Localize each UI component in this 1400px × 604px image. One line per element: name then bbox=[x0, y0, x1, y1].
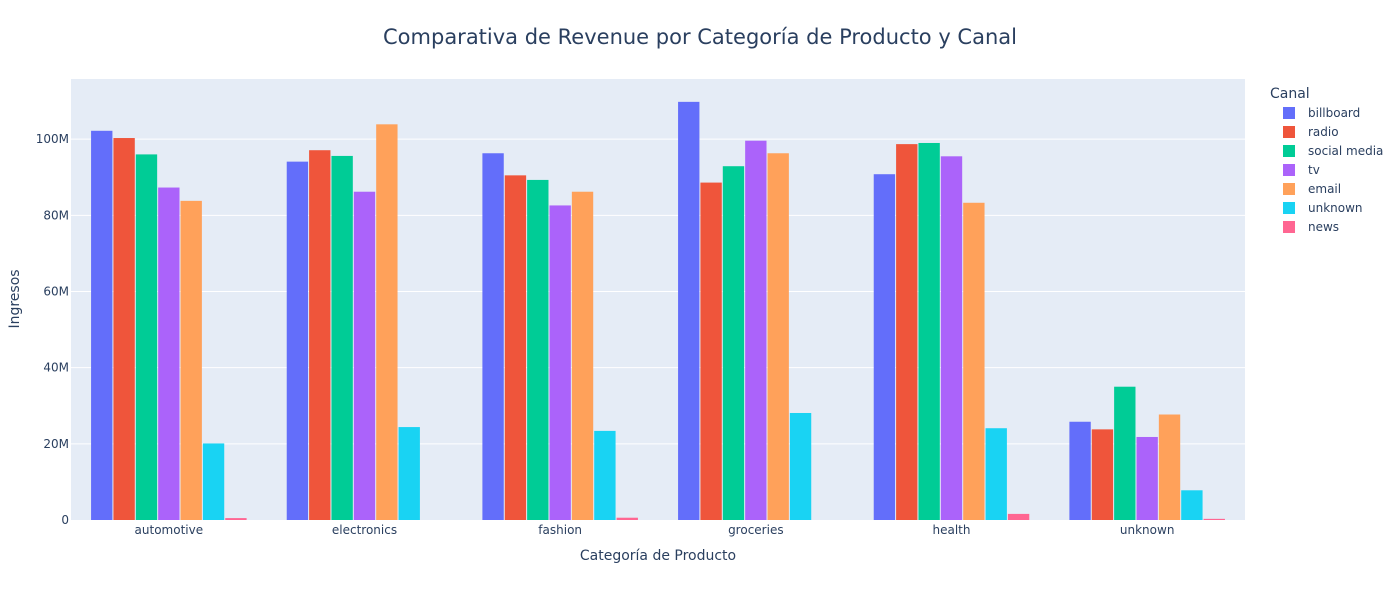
bar-billboard-automotive[interactable] bbox=[91, 130, 113, 521]
legend-title: Canal bbox=[1270, 86, 1310, 102]
bar-unknown-automotive[interactable] bbox=[202, 443, 225, 520]
bar-unknown-fashion[interactable] bbox=[594, 430, 616, 520]
chart-title: Comparativa de Revenue por Categoría de … bbox=[383, 25, 1017, 49]
bar-email-health[interactable] bbox=[963, 202, 985, 521]
bar-tv-groceries[interactable] bbox=[745, 140, 767, 520]
grid-lines bbox=[71, 138, 1245, 445]
x-tick-label: automotive bbox=[135, 523, 204, 537]
y-axis-title: Ingresos bbox=[7, 269, 23, 328]
bar-unknown-unknown[interactable] bbox=[1181, 490, 1203, 520]
bar-email-electronics[interactable] bbox=[376, 124, 398, 520]
bar-news-unknown[interactable] bbox=[1203, 518, 1225, 520]
bars bbox=[91, 101, 1225, 521]
bar-news-fashion[interactable] bbox=[616, 517, 638, 520]
bar-radio-fashion[interactable] bbox=[504, 175, 527, 521]
bar-social-media-automotive[interactable] bbox=[135, 154, 158, 520]
bar-social-media-health[interactable] bbox=[918, 142, 940, 520]
x-tick-label: groceries bbox=[728, 523, 784, 537]
legend-label[interactable]: unknown bbox=[1308, 201, 1363, 215]
legend-label[interactable]: radio bbox=[1308, 125, 1339, 139]
legend-label[interactable]: news bbox=[1308, 220, 1339, 234]
bar-news-automotive[interactable] bbox=[225, 518, 247, 520]
plot-area bbox=[71, 79, 1245, 520]
y-axis-ticks: 0 20M 40M 60M 80M 100M bbox=[36, 132, 69, 527]
legend-swatch[interactable] bbox=[1283, 164, 1295, 176]
bar-news-health[interactable] bbox=[1007, 513, 1030, 520]
bar-radio-health[interactable] bbox=[896, 144, 918, 520]
y-tick-label: 0 bbox=[61, 513, 69, 527]
legend-label[interactable]: tv bbox=[1308, 163, 1320, 177]
bar-billboard-fashion[interactable] bbox=[482, 153, 504, 520]
bar-tv-health[interactable] bbox=[940, 156, 963, 520]
bar-social-media-electronics[interactable] bbox=[331, 155, 353, 520]
bar-radio-unknown[interactable] bbox=[1091, 429, 1114, 520]
legend-swatch[interactable] bbox=[1283, 183, 1295, 195]
bar-unknown-electronics[interactable] bbox=[398, 427, 420, 520]
bar-billboard-health[interactable] bbox=[873, 174, 896, 520]
bar-tv-electronics[interactable] bbox=[353, 191, 376, 520]
legend-label[interactable]: billboard bbox=[1308, 106, 1360, 120]
bar-social-media-groceries[interactable] bbox=[722, 166, 745, 520]
legend-swatch[interactable] bbox=[1283, 145, 1295, 157]
x-tick-label: unknown bbox=[1120, 523, 1175, 537]
x-axis-title: Categoría de Producto bbox=[580, 548, 736, 564]
y-tick-label: 100M bbox=[36, 132, 69, 146]
bar-radio-automotive[interactable] bbox=[113, 138, 135, 520]
y-tick-label: 20M bbox=[43, 437, 69, 451]
legend: Canal billboard radio social media tv email u… bbox=[1270, 86, 1383, 234]
y-tick-label: 40M bbox=[43, 361, 69, 375]
bar-tv-automotive[interactable] bbox=[158, 187, 180, 521]
bar-email-unknown[interactable] bbox=[1158, 414, 1181, 520]
legend-label[interactable]: email bbox=[1308, 182, 1341, 196]
bar-email-fashion[interactable] bbox=[571, 191, 594, 520]
legend-label[interactable]: social media bbox=[1308, 144, 1383, 158]
y-tick-label: 60M bbox=[43, 285, 69, 299]
bar-social-media-fashion[interactable] bbox=[527, 179, 549, 521]
legend-swatch[interactable] bbox=[1283, 221, 1295, 233]
bar-email-groceries[interactable] bbox=[767, 153, 789, 520]
bar-billboard-unknown[interactable] bbox=[1069, 421, 1091, 520]
x-tick-label: fashion bbox=[538, 523, 582, 537]
x-axis-ticks: automotive electronics fashion groceries hea… bbox=[135, 523, 1175, 537]
bar-tv-unknown[interactable] bbox=[1136, 436, 1158, 520]
bar-email-automotive[interactable] bbox=[180, 200, 202, 520]
bar-radio-electronics[interactable] bbox=[309, 150, 331, 520]
y-tick-label: 80M bbox=[43, 208, 69, 222]
legend-swatch[interactable] bbox=[1283, 126, 1295, 138]
bar-billboard-groceries[interactable] bbox=[678, 101, 700, 521]
bar-radio-groceries[interactable] bbox=[700, 182, 722, 520]
x-tick-label: electronics bbox=[332, 523, 397, 537]
bar-unknown-health[interactable] bbox=[985, 428, 1007, 520]
bar-tv-fashion[interactable] bbox=[549, 205, 571, 520]
bar-unknown-groceries[interactable] bbox=[789, 412, 812, 520]
bar-billboard-electronics[interactable] bbox=[286, 161, 309, 520]
bar-social-media-unknown[interactable] bbox=[1114, 386, 1136, 520]
legend-swatch[interactable] bbox=[1283, 202, 1295, 214]
legend-items: billboard radio social media tv email unknown… bbox=[1283, 106, 1383, 234]
legend-swatch[interactable] bbox=[1283, 107, 1295, 119]
x-tick-label: health bbox=[933, 523, 971, 537]
